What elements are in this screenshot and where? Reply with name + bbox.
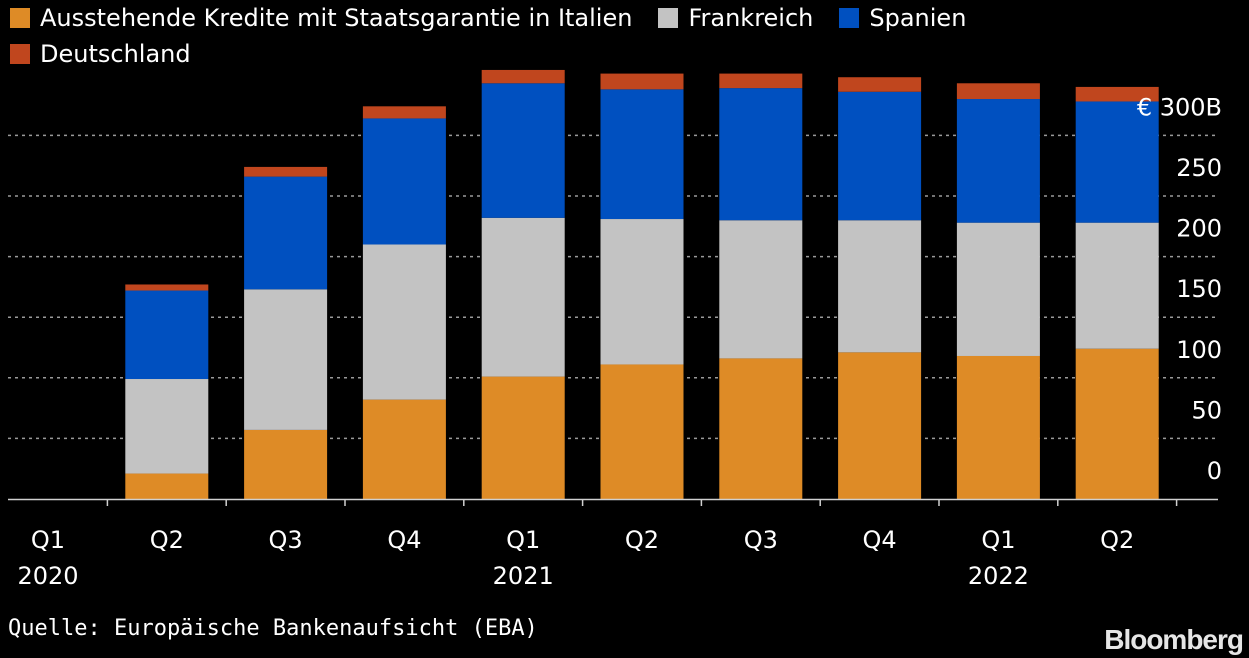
x-tick-label-quarter: Q2 <box>150 526 184 554</box>
bar-segment-spanien-q3-2021 <box>719 88 803 221</box>
bar-segment-spanien-q2-2022 <box>1075 101 1159 223</box>
bar-segment-spanien-q3-2020 <box>244 176 328 290</box>
bar-segment-deutschland-q3-2021 <box>719 73 803 89</box>
y-tick-label-200: 200 <box>1176 215 1222 243</box>
y-tick-label-250: 250 <box>1176 154 1222 182</box>
bar-segment-deutschland-q4-2020 <box>362 106 446 119</box>
y-tick-label-300: € 300B <box>1137 93 1222 121</box>
x-tick-label-quarter: Q3 <box>744 526 778 554</box>
x-tick-label-year: 2022 <box>968 562 1029 590</box>
bars <box>125 69 1159 499</box>
bar-segment-italien-q3-2020 <box>244 429 328 499</box>
bar-segment-deutschland-q4-2021 <box>838 77 922 92</box>
legend-swatch-italien <box>10 8 30 28</box>
bar-segment-frankreich-q1-2022 <box>956 222 1040 356</box>
bar-segment-italien-q2-2020 <box>125 473 209 499</box>
bar-segment-frankreich-q2-2022 <box>1075 222 1159 349</box>
bar-segment-frankreich-q1-2021 <box>481 217 565 377</box>
legend-swatch-frankreich <box>658 8 679 28</box>
x-tick-label-year: 2020 <box>17 562 78 590</box>
x-tick-label-quarter: Q4 <box>387 526 421 554</box>
legend-label-frankreich: Frankreich <box>688 4 814 32</box>
legend-label-deutschland: Deutschland <box>40 40 191 68</box>
bar-segment-spanien-q1-2022 <box>956 99 1040 223</box>
bar-segment-deutschland-q2-2020 <box>125 284 209 291</box>
bar-segment-italien-q1-2022 <box>956 355 1040 499</box>
source-note: Quelle: Europäische Bankenaufsicht (EBA) <box>8 616 538 641</box>
bar-segment-spanien-q2-2020 <box>125 290 209 380</box>
bar-segment-deutschland-q3-2020 <box>244 166 328 177</box>
x-tick-label-quarter: Q4 <box>863 526 897 554</box>
legend-item-frankreich: Frankreich <box>658 0 813 36</box>
y-axis-ticks: 0 50 100 150 200 250 € 300B <box>1137 93 1222 485</box>
x-tick-label-quarter: Q1 <box>981 526 1015 554</box>
x-tick-label-quarter: Q1 <box>506 526 540 554</box>
x-tick-label-quarter: Q3 <box>269 526 303 554</box>
bar-segment-italien-q3-2021 <box>719 358 803 499</box>
x-tick-label-quarter: Q1 <box>31 526 65 554</box>
bar-segment-spanien-q4-2020 <box>362 118 446 245</box>
legend-swatch-spanien <box>839 8 860 28</box>
bar-segment-spanien-q4-2021 <box>838 91 922 221</box>
bar-segment-deutschland-q2-2022 <box>1075 86 1159 102</box>
y-tick-label-100: 100 <box>1176 336 1222 364</box>
legend-row-2: Deutschland <box>10 36 1160 72</box>
bar-segment-frankreich-q2-2021 <box>600 219 684 365</box>
x-tick-label-quarter: Q2 <box>625 526 659 554</box>
bar-segment-italien-q2-2021 <box>600 364 684 499</box>
bar-segment-frankreich-q2-2020 <box>125 379 209 474</box>
legend-label-italien: Ausstehende Kredite mit Staatsgarantie i… <box>40 4 633 32</box>
legend-swatch-deutschland <box>10 44 30 64</box>
legend-row-1: Ausstehende Kredite mit Staatsgarantie i… <box>10 0 1160 36</box>
y-tick-label-50: 50 <box>1191 396 1222 424</box>
legend-item-spanien: Spanien <box>839 0 966 36</box>
bar-segment-deutschland-q1-2022 <box>956 83 1040 100</box>
bar-segment-deutschland-q2-2021 <box>600 73 684 90</box>
x-axis-ticks: Q1 2020 Q2 Q3 Q4 Q1 2021 Q2 Q3 Q4 Q1 2022 Q2 <box>17 499 1178 590</box>
legend-item-deutschland: Deutschland <box>10 36 191 72</box>
bar-segment-frankreich-q3-2021 <box>719 220 803 359</box>
y-tick-label-0: 0 <box>1207 457 1222 485</box>
bar-segment-italien-q2-2022 <box>1075 348 1159 499</box>
bar-segment-italien-q4-2020 <box>362 399 446 499</box>
bar-segment-frankreich-q4-2020 <box>362 244 446 400</box>
legend-item-italien: Ausstehende Kredite mit Staatsgarantie i… <box>10 0 632 36</box>
bar-segment-spanien-q1-2021 <box>481 83 565 218</box>
x-tick-label-year: 2021 <box>493 562 554 590</box>
bar-segment-deutschland-q1-2021 <box>481 69 565 84</box>
x-tick-label-quarter: Q2 <box>1100 526 1134 554</box>
legend: Ausstehende Kredite mit Staatsgarantie i… <box>10 0 1160 72</box>
bar-segment-italien-q1-2021 <box>481 376 565 499</box>
bar-segment-frankreich-q3-2020 <box>244 289 328 430</box>
y-tick-label-150: 150 <box>1176 275 1222 303</box>
legend-label-spanien: Spanien <box>869 4 967 32</box>
bar-segment-spanien-q2-2021 <box>600 89 684 220</box>
bloomberg-logo: Bloomberg <box>1104 624 1244 655</box>
bar-segment-frankreich-q4-2021 <box>838 220 922 353</box>
bar-segment-italien-q4-2021 <box>838 352 922 499</box>
